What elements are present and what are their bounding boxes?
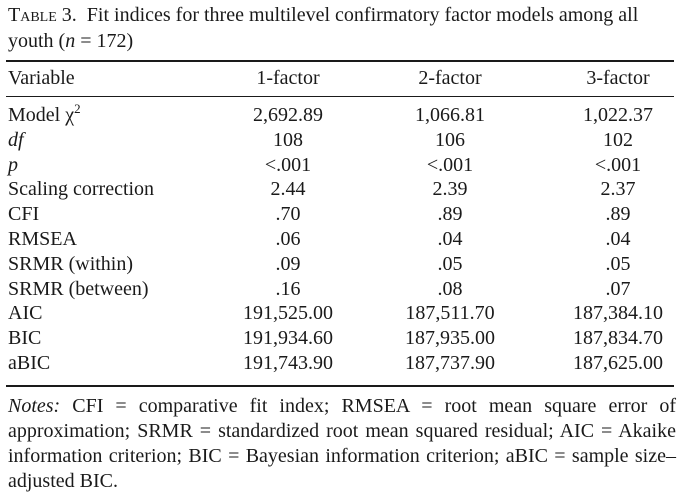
cell-3-factor: .05 [605,252,631,275]
cell-1-factor: 191,525.00 [243,302,333,325]
cell-2-factor: 187,935.00 [405,327,495,350]
row-label: CFI [8,202,39,227]
table-row: RMSEA .06 .04 .04 [8,227,674,252]
row-label-text: AIC [8,302,43,325]
row-label-text: CFI [8,203,40,226]
caption-title-part1: Fit indices for three multilevel confirm… [8,4,639,52]
cell-1-factor: 108 [273,128,303,151]
cell-2-factor: .89 [437,203,463,226]
cell-2-factor: .08 [437,277,463,300]
cell-3-factor: 187,384.10 [573,302,663,325]
table-row: df 108 106 102 [8,128,674,153]
table-row: SRMR (within) .09 .05 .05 [8,252,674,277]
table-row: Scaling correction 2.44 2.39 2.37 [8,177,674,202]
row-label-text: SRMR (between) [8,277,149,300]
table-row: p <.001 <.001 <.001 [8,153,674,178]
cell-2-factor: 2.39 [432,178,468,201]
cell-1-factor: 2.44 [270,178,306,201]
table-header-row: Variable 1-factor 2-factor 3-factor [8,66,674,91]
header-variable: Variable [8,67,75,89]
cell-3-factor: 1,022.37 [583,104,653,126]
cell-1-factor: <.001 [264,153,312,176]
cell-2-factor: .04 [437,228,463,250]
row-label: SRMR (within) [8,252,133,277]
row-label-text: BIC [8,327,42,350]
top-rule [6,60,674,62]
cell-2-factor: 106 [435,128,465,151]
table-row: CFI .70 .89 .89 [8,202,674,227]
row-label-text: SRMR (within) [8,252,134,275]
caption-n-symbol: n [65,30,76,52]
cell-2-factor: 1,066.81 [415,104,485,126]
row-label: aBIC [8,351,50,376]
cell-2-factor: 187,511.70 [405,302,495,325]
cell-2-factor: .05 [437,252,463,275]
notes-text: CFI = comparative fit index; RMSEA = roo… [8,395,676,492]
row-label-text: aBIC [8,352,51,374]
row-label: SRMR (between) [8,277,149,302]
table-caption: Table 3. Fit indices for three multilevel… [8,2,676,54]
row-label: p [8,153,18,178]
row-label-text: Scaling correction [8,178,155,201]
cell-3-factor: 187,834.70 [573,327,663,350]
cell-1-factor: 191,743.90 [243,352,333,374]
caption-title-part2: = 172) [75,30,134,52]
header-3-factor: 3-factor [586,67,650,89]
cell-1-factor: .06 [275,228,301,250]
table-row: Model χ2 2,692.89 1,066.81 1,022.37 [8,101,674,129]
row-label-text: RMSEA [8,228,77,250]
row-label: Scaling correction [8,177,154,202]
cell-3-factor: 102 [603,128,633,151]
cell-3-factor: 187,625.00 [573,352,663,374]
cell-3-factor: .89 [605,203,631,226]
bottom-rule [6,385,674,387]
row-label: AIC [8,301,42,326]
row-label: BIC [8,326,41,351]
row-label-superscript: 2 [74,101,81,116]
row-label-text: df [8,128,24,151]
cell-3-factor: <.001 [594,153,642,176]
cell-1-factor: .70 [275,203,301,226]
cell-2-factor: 187,737.90 [405,352,495,374]
cell-3-factor: .04 [605,228,631,250]
row-label-text: Model χ [8,104,75,126]
table-row: aBIC 191,743.90 187,737.90 187,625.00 [8,351,674,376]
header-2-factor: 2-factor [418,67,482,89]
cell-2-factor: <.001 [426,153,474,176]
table-number: Table 3. [8,4,77,26]
cell-1-factor: .09 [275,252,301,275]
cell-3-factor: .07 [605,277,631,300]
row-label: df [8,128,24,153]
cell-1-factor: 191,934.60 [243,327,333,350]
table-row: SRMR (between) .16 .08 .07 [8,277,674,302]
cell-1-factor: .16 [275,277,301,300]
cell-1-factor: 2,692.89 [253,104,323,126]
row-label: RMSEA [8,227,77,252]
table-row: AIC 191,525.00 187,511.70 187,384.10 [8,301,674,326]
table-row: BIC 191,934.60 187,935.00 187,834.70 [8,326,674,351]
table-notes: Notes: CFI = comparative fit index; RMSE… [8,394,676,494]
notes-label: Notes: [8,395,61,417]
cell-3-factor: 2.37 [600,178,636,201]
row-label-text: p [8,153,18,176]
header-rule [6,96,674,97]
row-label: Model χ2 [8,101,81,129]
header-1-factor: 1-factor [256,67,320,89]
